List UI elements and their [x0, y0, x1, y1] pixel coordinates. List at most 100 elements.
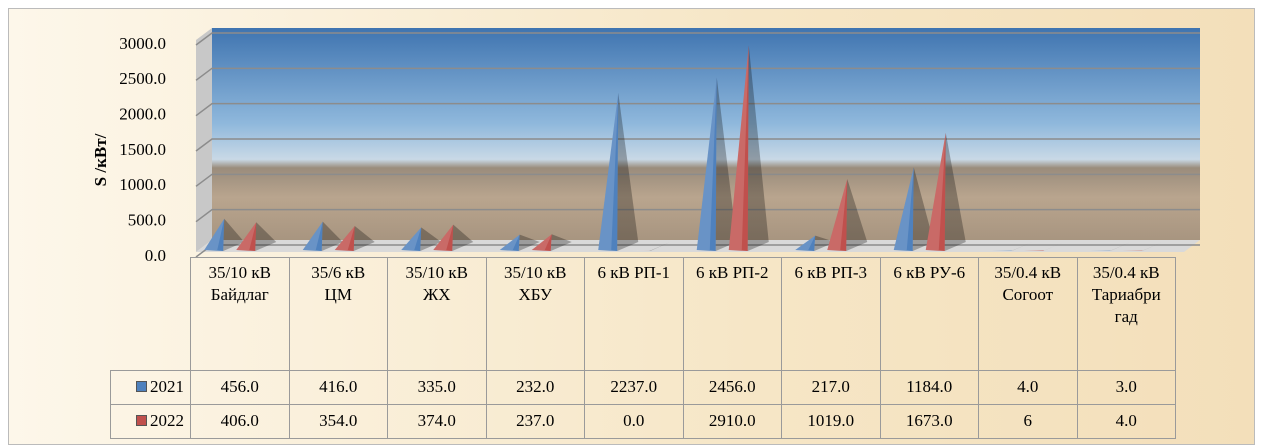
- pyramid: [827, 178, 868, 251]
- grid-line: [195, 32, 1200, 46]
- pyramid-face: [1122, 250, 1143, 251]
- category-label: 35/0.4 кВ Тариабригад: [1076, 257, 1176, 371]
- pyramid-face: [598, 92, 619, 251]
- pyramid: [531, 234, 572, 251]
- value-cell: 2456.0: [682, 370, 782, 405]
- pyramid-shade: [420, 227, 442, 251]
- pyramid: [1122, 242, 1163, 251]
- y-tick-label: 500.0: [128, 211, 166, 230]
- value-cell: 1019.0: [781, 404, 881, 439]
- pyramid-highlight: [302, 221, 323, 250]
- category-label: 35/10 кВ Байдлаг: [190, 257, 290, 371]
- pyramid-shade: [814, 235, 836, 251]
- y-tick-label: 3000.0: [119, 34, 166, 53]
- pyramid-shade: [1109, 242, 1131, 251]
- pyramid-shade: [1141, 242, 1163, 251]
- pyramid-shade: [550, 234, 572, 251]
- y-tick-label: 0.0: [145, 246, 166, 265]
- legend-entry: 2022: [110, 404, 191, 439]
- pyramid-face: [925, 132, 946, 251]
- pyramid-face: [204, 218, 225, 251]
- grid-line: [195, 102, 1200, 117]
- pyramid: [925, 132, 966, 251]
- pyramid-face: [827, 178, 848, 251]
- pyramid-face: [401, 227, 422, 251]
- value-cell: 335.0: [387, 370, 487, 405]
- y-axis-label: S /кВт/: [91, 133, 110, 186]
- pyramid-highlight: [499, 234, 520, 250]
- value-cell: 217.0: [781, 370, 881, 405]
- pyramid-face: [893, 167, 914, 251]
- pyramid-face: [1090, 250, 1111, 251]
- category-label: 35/0.4 кВ Согоот: [978, 257, 1078, 371]
- pyramid-highlight: [1122, 250, 1143, 251]
- pyramid-highlight: [992, 250, 1013, 251]
- pyramid: [630, 242, 671, 251]
- pyramid-highlight: [334, 225, 355, 250]
- pyramid-highlight: [1024, 250, 1045, 251]
- y-tick-label: 1500.0: [119, 140, 166, 159]
- value-cell: 1184.0: [879, 370, 979, 405]
- y-tick-label: 1000.0: [119, 175, 166, 194]
- pyramid-highlight: [827, 178, 848, 250]
- pyramid: [236, 222, 277, 251]
- pyramid-face: [334, 225, 355, 251]
- pyramid: [433, 224, 474, 251]
- pyramid-face: [728, 45, 749, 251]
- value-cell: 0.0: [584, 404, 684, 439]
- grid-line: [195, 67, 1200, 81]
- pyramid-highlight: [893, 167, 914, 250]
- pyramid-shade: [617, 92, 639, 251]
- legend-label: 2021: [150, 377, 184, 396]
- pyramid-shade: [1011, 242, 1033, 251]
- category-label: 6 кВ РП-1: [584, 257, 684, 371]
- pyramid-shade: [255, 222, 277, 251]
- pyramid: [499, 234, 540, 251]
- pyramid: [728, 45, 769, 251]
- pyramid-shade: [452, 224, 474, 251]
- value-cell: 1673.0: [879, 404, 979, 439]
- category-label: 6 кВ РП-3: [781, 257, 881, 371]
- pyramid: [204, 218, 245, 251]
- pyramid-shade: [944, 132, 966, 251]
- pyramid: [992, 242, 1033, 251]
- legend-label: 2022: [150, 411, 184, 430]
- pyramid: [1090, 242, 1131, 251]
- pyramid-highlight: [795, 235, 816, 250]
- pyramid-face: [630, 250, 651, 251]
- pyramid-face: [236, 222, 257, 251]
- grid-line: [195, 208, 1200, 223]
- pyramid-face: [302, 221, 323, 251]
- category-label: 6 кВ РУ-6: [879, 257, 979, 371]
- value-cell: 374.0: [387, 404, 487, 439]
- pyramid-face: [531, 234, 552, 251]
- pyramid-shade: [715, 77, 737, 252]
- side-wall: [196, 28, 212, 252]
- pyramid: [795, 235, 836, 251]
- pyramid: [401, 227, 442, 251]
- grid-line: [195, 173, 1200, 187]
- pyramid: [302, 221, 343, 251]
- pyramid-shade: [223, 218, 245, 251]
- pyramid: [696, 77, 737, 252]
- pyramid-highlight: [236, 222, 257, 250]
- value-cell: 232.0: [485, 370, 585, 405]
- pyramid-highlight: [531, 234, 552, 250]
- value-cell: 354.0: [288, 404, 388, 439]
- value-cell: 4.0: [1076, 404, 1176, 439]
- value-cell: 6: [978, 404, 1078, 439]
- category-label: 35/10 кВ ХБУ: [485, 257, 585, 371]
- category-label: 35/6 кВ ЦМ: [288, 257, 388, 371]
- pyramid-face: [433, 224, 454, 251]
- pyramid-highlight: [925, 132, 946, 250]
- pyramid-shade: [518, 234, 540, 251]
- value-cell: 237.0: [485, 404, 585, 439]
- category-label: 6 кВ РП-2: [682, 257, 782, 371]
- pyramid: [1024, 242, 1065, 251]
- legend-key: [136, 415, 147, 426]
- pyramid-shade: [649, 242, 671, 251]
- value-cell: 4.0: [978, 370, 1078, 405]
- y-tick-label: 2500.0: [119, 69, 166, 88]
- pyramid-highlight: [696, 77, 717, 251]
